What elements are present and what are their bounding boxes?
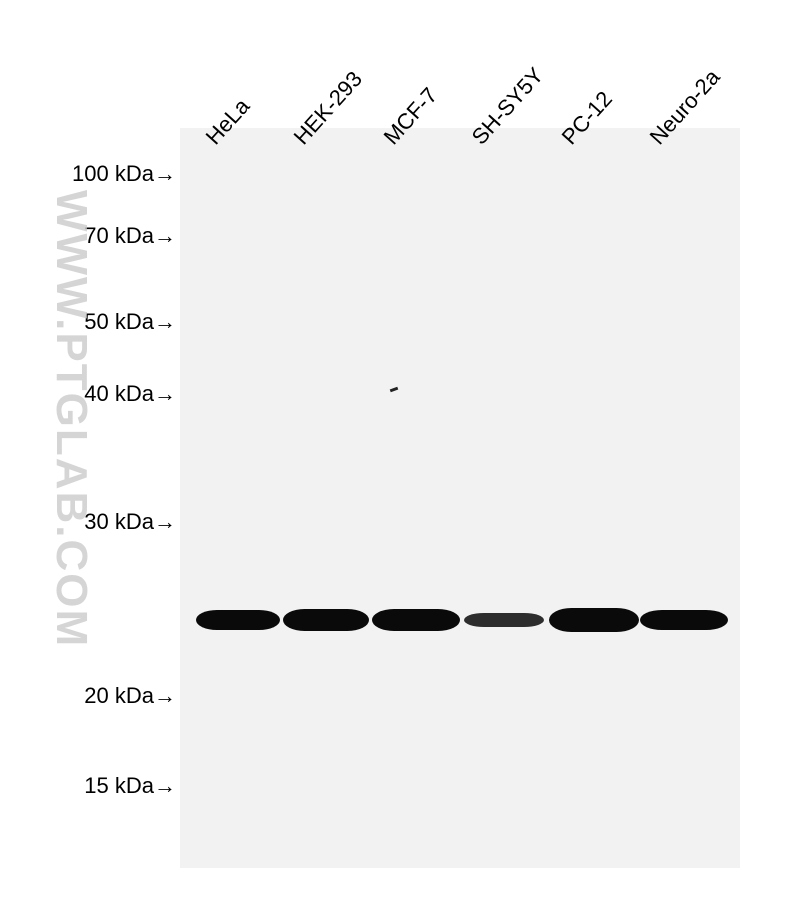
marker-label: 30 kDa→ [36,509,176,535]
watermark-text: WWW.PTGLAB.COM [46,190,96,648]
protein-band [283,609,369,631]
protein-band [464,613,544,627]
protein-band [372,609,460,631]
protein-band [549,608,639,632]
marker-label: 70 kDa→ [36,223,176,249]
marker-label: 20 kDa→ [36,683,176,709]
protein-band [640,610,728,630]
protein-band [196,610,280,630]
marker-label: 50 kDa→ [36,309,176,335]
marker-label: 15 kDa→ [36,773,176,799]
marker-label: 100 kDa→ [36,161,176,187]
marker-label: 40 kDa→ [36,381,176,407]
western-blot-figure: HeLaHEK-293MCF-7SH-SY5YPC-12Neuro-2a 100… [0,0,788,902]
blot-membrane [180,128,740,868]
